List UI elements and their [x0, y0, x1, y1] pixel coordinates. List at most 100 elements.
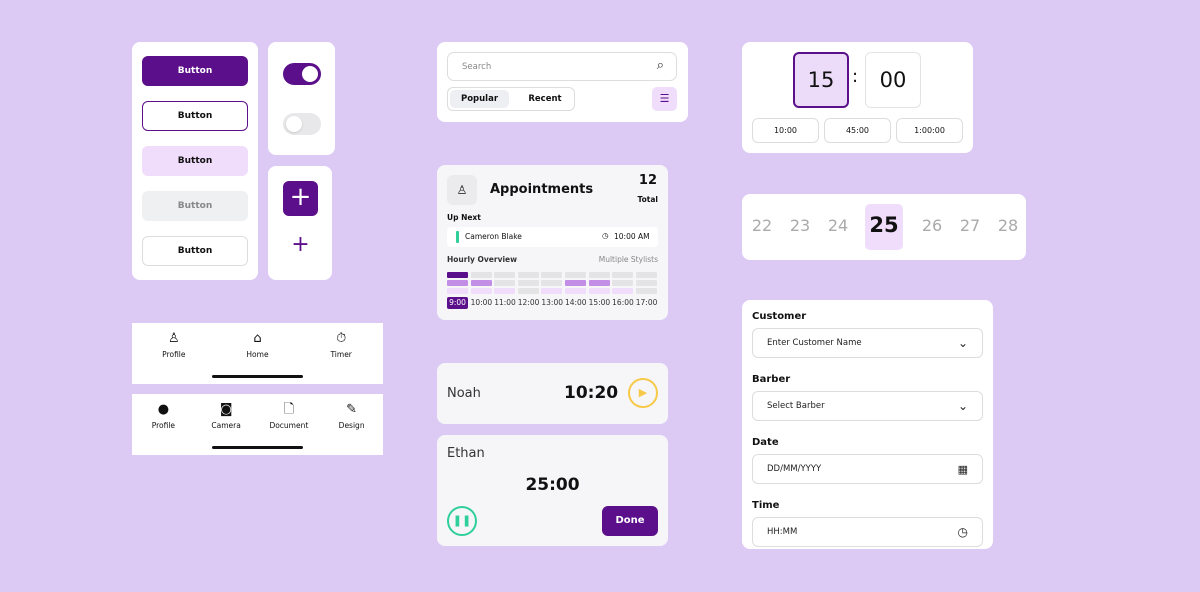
hour-cell: [494, 288, 516, 294]
timer-name: Noah: [447, 386, 481, 401]
appointments-count-label: Total: [637, 195, 659, 204]
preset-button[interactable]: 45:00: [824, 118, 891, 143]
preset-button[interactable]: 1:00:00: [896, 118, 963, 143]
day-item[interactable]: 26: [921, 216, 943, 235]
day-item[interactable]: 27: [959, 216, 981, 235]
nav-label: Profile: [162, 350, 186, 359]
chevron-down-icon: ⌄: [957, 399, 968, 413]
toggle-on[interactable]: [283, 63, 321, 85]
minutes-field[interactable]: 00: [865, 52, 921, 108]
booking-form: Customer Enter Customer Name ⌄ Barber Sel…: [742, 300, 993, 549]
hourly-grid: [447, 272, 657, 294]
day-item[interactable]: 24: [827, 216, 849, 235]
nav-item-document[interactable]: 🗋 Document: [258, 394, 321, 455]
nav-item-timer[interactable]: ⏱ Timer: [299, 323, 383, 384]
tab-popular[interactable]: Popular: [450, 90, 509, 108]
hour-label[interactable]: 9:00: [447, 297, 468, 309]
hour-label[interactable]: 14:00: [564, 298, 587, 307]
barber-select[interactable]: Select Barber ⌄: [752, 391, 983, 421]
secondary-button[interactable]: Button: [142, 236, 248, 266]
primary-button[interactable]: Button: [142, 56, 248, 86]
hour-label[interactable]: 15:00: [588, 298, 611, 307]
day-item[interactable]: 25: [869, 213, 899, 237]
add-fab-button[interactable]: +: [283, 181, 318, 216]
nav-item-profile[interactable]: ♙ Profile: [132, 323, 216, 384]
disabled-button[interactable]: Button: [142, 191, 248, 221]
hour-cell: [635, 272, 657, 278]
hour-label[interactable]: 10:00: [470, 298, 493, 307]
nav-item-home[interactable]: ⌂ Home: [216, 323, 300, 384]
time-separator: :: [852, 66, 859, 87]
tab-recent[interactable]: Recent: [528, 94, 562, 104]
hour-cell: [494, 272, 516, 278]
tonal-button[interactable]: Button: [142, 146, 248, 176]
search-card: Search ⌕ Popular Recent ☰: [437, 42, 688, 122]
day-item[interactable]: 22: [751, 216, 773, 235]
hour-label[interactable]: 11:00: [494, 298, 516, 307]
date-input[interactable]: DD/MM/YYYY ▦: [752, 454, 983, 484]
date-strip: 22 23 24 25 26 27 28: [742, 194, 1026, 260]
time-picker-card: 15 : 00 10:00 45:00 1:00:00: [742, 42, 973, 153]
hours-field[interactable]: 15: [793, 52, 849, 108]
hour-cell: [447, 288, 468, 294]
hour-cell: [517, 288, 539, 294]
hour-cell: [447, 280, 468, 286]
day-item[interactable]: 28: [997, 216, 1019, 235]
hour-cell: [470, 272, 492, 278]
hour-cell: [470, 280, 492, 286]
calendar-icon[interactable]: ▦: [957, 462, 968, 476]
day-item[interactable]: 23: [789, 216, 811, 235]
users-clock-icon: ♙: [447, 175, 477, 205]
document-icon: 🗋: [283, 402, 295, 417]
time-input[interactable]: HH:MM ◷: [752, 517, 983, 547]
nav-item-design[interactable]: ✎ Design: [320, 394, 383, 455]
hour-cell: [541, 288, 563, 294]
timer-time: 10:20: [564, 383, 619, 403]
selected-day-bg: [865, 204, 903, 250]
done-button[interactable]: Done: [602, 506, 658, 536]
hour-cell: [588, 272, 610, 278]
next-time: 10:00 AM: [614, 232, 650, 241]
hour-cell: [541, 280, 563, 286]
hour-cell: [588, 280, 610, 286]
search-icon[interactable]: ⌕: [656, 58, 664, 73]
hour-label[interactable]: 16:00: [612, 298, 634, 307]
nav-label: Document: [269, 421, 309, 430]
date-placeholder: DD/MM/YYYY: [767, 464, 822, 474]
time-label: Time: [752, 500, 780, 511]
person-icon: ♙: [168, 331, 180, 346]
hour-label[interactable]: 13:00: [541, 298, 563, 307]
search-input[interactable]: Search ⌕: [447, 52, 677, 81]
timer-name: Ethan: [447, 446, 485, 461]
stylists-filter[interactable]: Multiple Stylists: [598, 255, 658, 264]
appointments-count: 12: [638, 173, 657, 188]
chevron-down-icon: ⌄: [957, 336, 968, 350]
hour-label[interactable]: 12:00: [517, 298, 540, 307]
hour-cell: [612, 280, 634, 286]
appointments-title: Appointments: [490, 182, 594, 197]
pause-icon: ❚❚: [452, 514, 472, 527]
home-indicator: [212, 375, 303, 378]
hour-label[interactable]: 17:00: [635, 298, 658, 307]
profile-icon: ●: [157, 402, 170, 417]
status-bar: [456, 231, 459, 243]
preset-button[interactable]: 10:00: [752, 118, 819, 143]
nav-label: Design: [338, 421, 365, 430]
add-text-button[interactable]: +: [283, 232, 318, 262]
design-icon: ✎: [346, 402, 358, 417]
toggle-off[interactable]: [283, 113, 321, 135]
nav-item-profile[interactable]: ● Profile: [132, 394, 195, 455]
customer-select[interactable]: Enter Customer Name ⌄: [752, 328, 983, 358]
next-appointment-row[interactable]: Cameron Blake ◷ 10:00 AM: [447, 227, 658, 247]
barber-label: Barber: [752, 374, 791, 385]
play-button[interactable]: ▶: [628, 378, 658, 408]
pause-button[interactable]: ❚❚: [447, 506, 477, 536]
appointments-card: ♙ Appointments 12 Total Up Next Cameron …: [437, 165, 668, 320]
nav-item-camera[interactable]: ◙ Camera: [195, 394, 258, 455]
play-icon: ▶: [638, 386, 648, 399]
timer-time: 25:00: [525, 475, 580, 495]
filter-button[interactable]: ☰: [652, 87, 677, 111]
clock-icon[interactable]: ◷: [957, 525, 968, 539]
hour-cell: [517, 272, 539, 278]
outline-button[interactable]: Button: [142, 101, 248, 131]
